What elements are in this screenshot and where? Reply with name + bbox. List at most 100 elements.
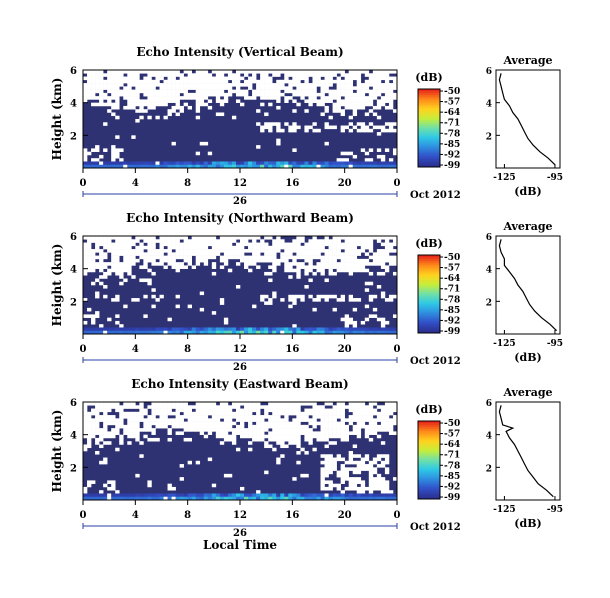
echo-cell (215, 161, 221, 166)
no-data-cell (268, 421, 273, 426)
profile-x-label: (dB) (514, 517, 541, 530)
no-data-cell (336, 298, 341, 302)
no-data-cell (340, 473, 345, 478)
no-data-cell (87, 70, 92, 74)
no-data-cell (388, 128, 394, 133)
no-data-cell (256, 252, 261, 256)
colorbar-swatch (418, 122, 440, 125)
no-data-cell (348, 115, 354, 120)
no-data-cell (336, 428, 341, 432)
no-data-cell (244, 239, 249, 243)
no-data-cell (340, 428, 345, 432)
no-data-cell (203, 79, 209, 84)
echo-cell (123, 161, 128, 166)
no-data-cell (360, 128, 366, 133)
no-data-cell (316, 262, 321, 266)
echo-cell (288, 161, 293, 166)
no-data-cell (320, 473, 325, 478)
no-data-cell (320, 470, 325, 475)
no-data-cell (320, 99, 325, 103)
colorbar-swatch (418, 108, 440, 111)
no-data-cell (256, 92, 261, 97)
no-data-cell (147, 115, 152, 120)
no-data-cell (320, 271, 325, 276)
echo-cell (324, 330, 329, 335)
no-data-cell (280, 454, 285, 458)
no-data-cell (240, 415, 245, 419)
no-data-cell (384, 298, 390, 302)
echo-cell (171, 493, 176, 498)
no-data-cell (364, 411, 370, 416)
no-data-cell (87, 252, 92, 256)
no-data-cell (304, 437, 309, 442)
no-data-cell (352, 428, 358, 432)
no-data-cell (252, 408, 257, 413)
no-data-cell (151, 431, 156, 435)
echo-cell (115, 493, 120, 498)
colorbar-swatch (418, 106, 440, 109)
echo-cell (264, 493, 269, 498)
no-data-cell (207, 424, 213, 429)
no-data-cell (264, 415, 269, 419)
no-data-cell (115, 89, 120, 94)
echo-cell (284, 330, 289, 335)
colorbar-swatch (418, 491, 440, 494)
no-data-cell (87, 268, 92, 273)
echo-cell (111, 493, 116, 498)
no-data-cell (264, 112, 269, 117)
no-data-cell (111, 252, 116, 256)
no-data-cell (91, 408, 96, 413)
no-data-cell (219, 83, 225, 87)
no-data-cell (175, 83, 180, 87)
no-data-cell (300, 411, 305, 416)
no-data-cell (352, 112, 358, 117)
no-data-cell (328, 70, 333, 74)
no-data-cell (171, 418, 176, 422)
no-data-cell (240, 245, 245, 250)
echo-cell (159, 327, 164, 332)
colorbar-swatch (418, 147, 440, 150)
no-data-cell (240, 236, 245, 240)
no-data-cell (348, 83, 354, 87)
no-data-cell (308, 86, 313, 90)
no-data-cell (344, 86, 349, 90)
no-data-cell (356, 470, 362, 475)
no-data-cell (219, 258, 225, 263)
no-data-cell (312, 255, 317, 260)
no-data-cell (328, 467, 333, 471)
no-data-cell (312, 242, 317, 247)
no-data-cell (235, 447, 241, 452)
no-data-cell (364, 281, 370, 286)
no-data-cell (195, 102, 201, 107)
no-data-cell (143, 434, 148, 439)
colorbar-swatch (418, 258, 440, 262)
no-data-cell (139, 249, 144, 253)
colorbar-swatch (418, 116, 440, 119)
no-data-cell (284, 73, 289, 77)
no-data-cell (320, 92, 325, 97)
no-data-cell (175, 255, 180, 260)
colorbar-tick-label: -50 (444, 87, 460, 97)
no-data-cell (384, 265, 390, 269)
echo-cell (308, 327, 313, 332)
no-data-cell (159, 421, 164, 426)
no-data-cell (143, 262, 148, 266)
no-data-cell (332, 249, 337, 253)
no-data-cell (312, 434, 317, 439)
no-data-cell (364, 405, 370, 409)
echo-cell (364, 164, 370, 169)
no-data-cell (179, 265, 184, 269)
no-data-cell (95, 428, 100, 432)
no-data-cell (348, 128, 354, 133)
no-data-cell (159, 76, 164, 81)
no-data-cell (223, 262, 229, 266)
colorbar-swatch (418, 90, 440, 94)
no-data-cell (187, 239, 192, 243)
echo-cell (336, 327, 341, 332)
no-data-cell (99, 490, 104, 494)
no-data-cell (296, 245, 301, 250)
no-data-cell (260, 298, 265, 302)
no-data-cell (211, 424, 217, 429)
echo-cell (336, 161, 341, 166)
echo-cell (268, 161, 273, 166)
